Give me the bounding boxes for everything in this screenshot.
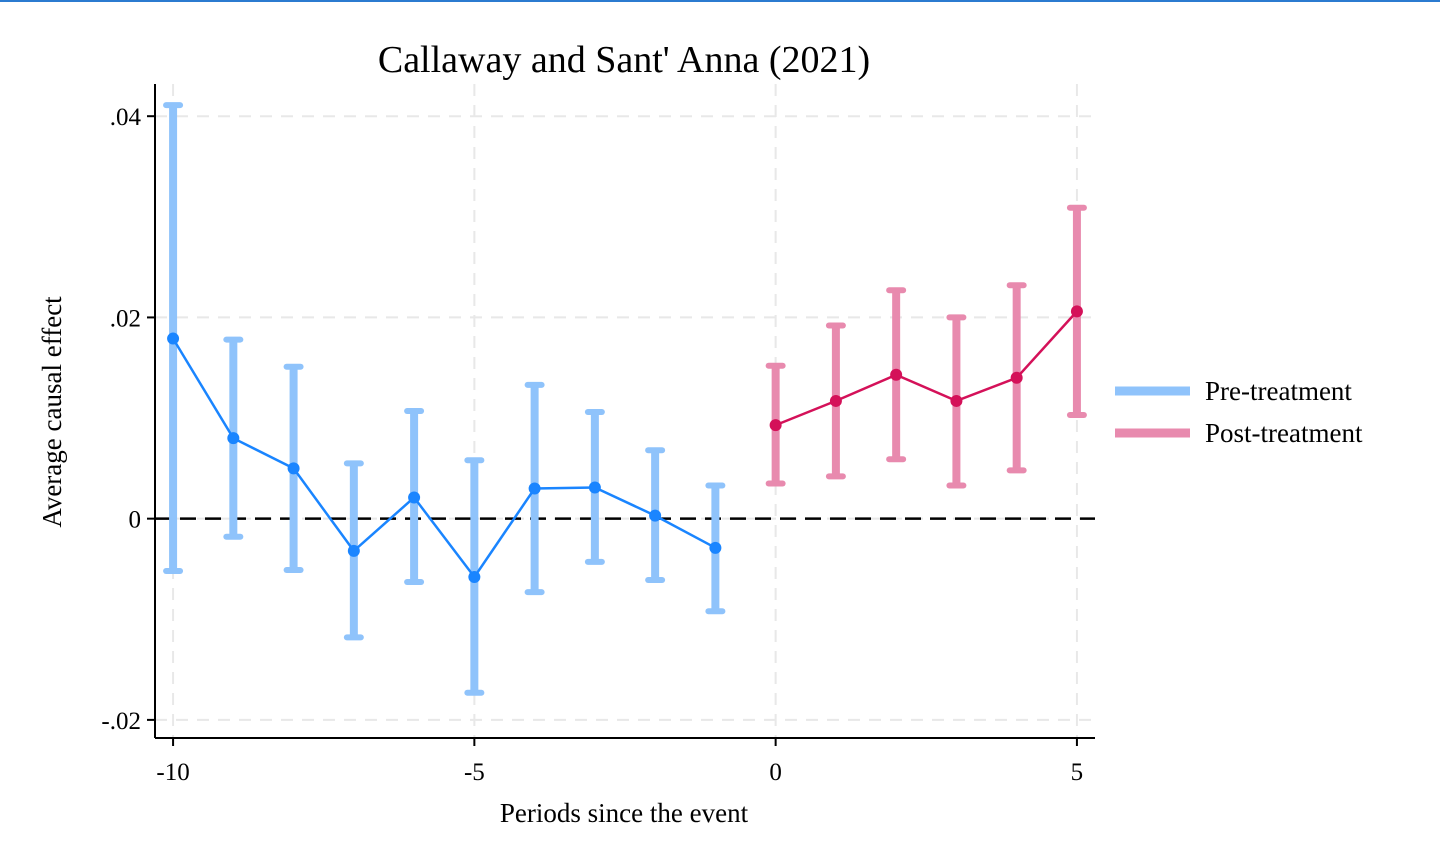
legend-item-post-treatment: Post-treatment <box>1115 418 1363 448</box>
x-tick-label: 5 <box>1071 759 1084 786</box>
y-tick-label: .04 <box>110 104 142 131</box>
data-point-post-treatment <box>829 394 842 407</box>
data-point-post-treatment <box>950 394 963 407</box>
confidence-intervals <box>163 102 1087 696</box>
data-point-post-treatment <box>890 368 903 381</box>
legend-item-pre-treatment: Pre-treatment <box>1115 376 1352 406</box>
data-point-pre-treatment <box>528 482 541 495</box>
series-lines <box>172 310 1078 580</box>
tick-labels: -.02 0 .02 .04 -10 -5 0 5 <box>101 104 1083 786</box>
x-tick-label: -5 <box>464 759 485 786</box>
data-point-post-treatment <box>1070 305 1083 318</box>
legend-label-post-treatment: Post-treatment <box>1205 418 1363 448</box>
data-point-pre-treatment <box>709 541 722 554</box>
x-tick-label: -10 <box>156 759 189 786</box>
y-tick-label: 0 <box>129 507 142 534</box>
series-line-pre-treatment <box>172 337 716 580</box>
axes <box>147 84 1095 746</box>
data-point-pre-treatment <box>649 509 662 522</box>
data-point-post-treatment <box>1010 371 1023 384</box>
legend-label-pre-treatment: Pre-treatment <box>1205 376 1352 406</box>
y-tick-label: .02 <box>110 305 141 332</box>
data-point-pre-treatment <box>588 481 601 494</box>
series-line-post-treatment <box>775 310 1078 427</box>
y-axis-label: Average causal effect <box>37 296 67 528</box>
data-point-pre-treatment <box>408 491 421 504</box>
y-tick-label: -.02 <box>101 708 141 735</box>
data-point-post-treatment <box>769 419 782 432</box>
x-axis-label: Periods since the event <box>500 798 749 828</box>
data-point-pre-treatment <box>167 332 180 345</box>
series-points <box>167 305 1083 584</box>
data-point-pre-treatment <box>287 462 300 475</box>
chart-title: Callaway and Sant' Anna (2021) <box>378 39 870 81</box>
data-point-pre-treatment <box>347 544 360 557</box>
x-tick-label: 0 <box>769 759 782 786</box>
data-point-pre-treatment <box>227 432 240 445</box>
legend: Pre-treatment Post-treatment <box>1115 376 1363 448</box>
data-point-pre-treatment <box>468 571 481 584</box>
top-border-line <box>0 0 1440 2</box>
